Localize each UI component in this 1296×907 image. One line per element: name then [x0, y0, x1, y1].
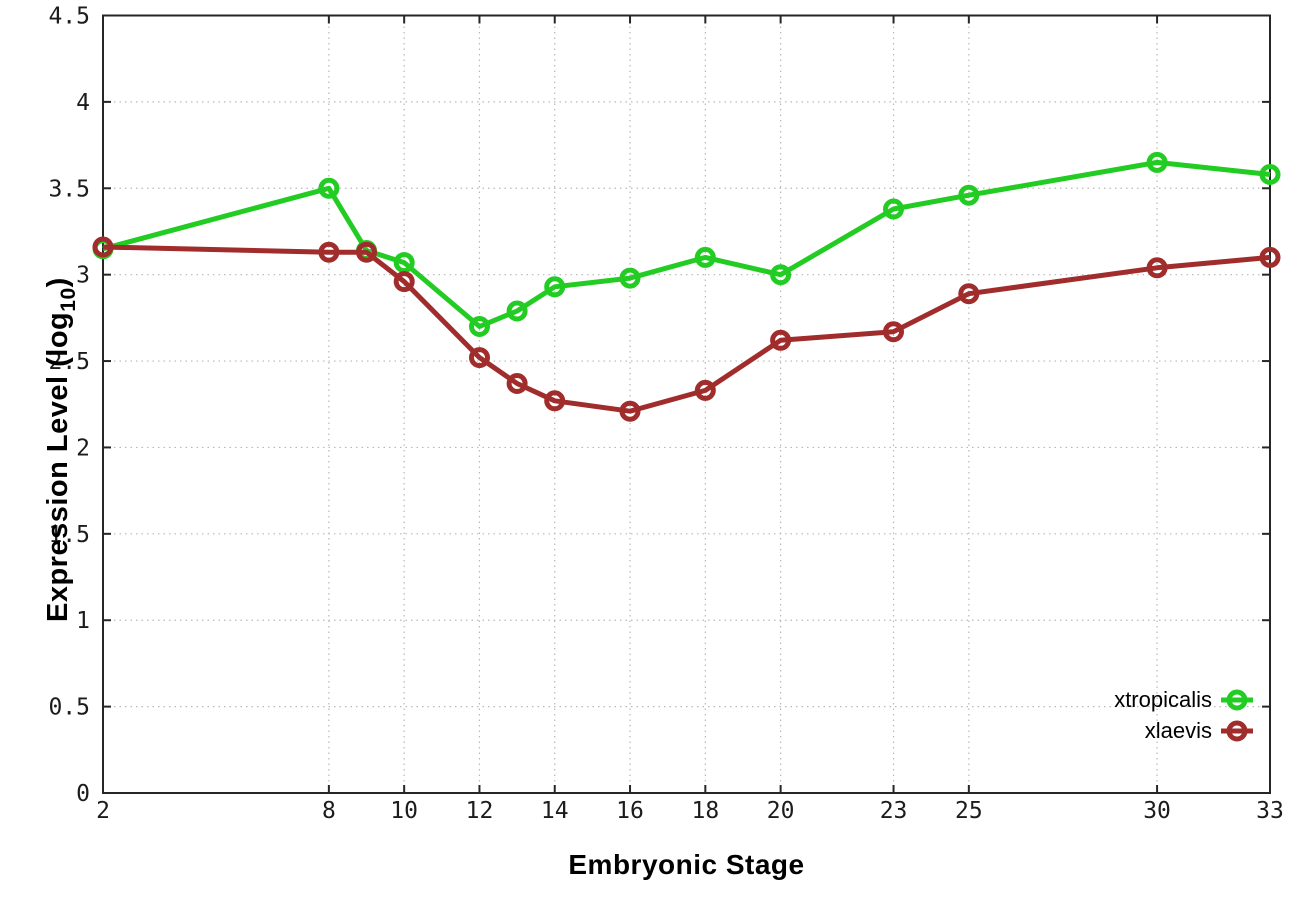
data-point-xlaevis [958, 283, 980, 305]
data-point-xlaevis [883, 321, 904, 343]
x-tick-label: 30 [1143, 798, 1171, 824]
x-tick-label: 33 [1256, 798, 1284, 824]
y-tick-label: 2 [76, 435, 90, 461]
x-axis-title: Embryonic Stage [568, 849, 805, 880]
y-axis-title-subscript: 10 [57, 287, 80, 312]
data-point-xtropicalis [1146, 151, 1168, 173]
legend-label-xtropicalis: xtropicalis [1114, 687, 1212, 712]
data-point-xtropicalis [694, 246, 716, 268]
data-point-xtropicalis [958, 184, 980, 206]
data-point-xlaevis [694, 379, 716, 401]
x-tick-label: 8 [322, 798, 336, 824]
series-line-xlaevis [102, 244, 1271, 414]
y-tick-label: 1.5 [48, 522, 90, 548]
data-point-xlaevis [356, 241, 377, 263]
legend-marker-xlaevis [1226, 720, 1248, 742]
legend-marker-xtropicalis [1226, 689, 1248, 711]
data-point-xlaevis [1259, 246, 1281, 268]
x-tick-label: 23 [880, 798, 908, 824]
y-tick-label: 4.5 [48, 4, 90, 30]
y-axis-title: Expression Level (log10) [42, 277, 81, 622]
data-point-xlaevis [544, 390, 566, 412]
data-point-xlaevis [770, 329, 792, 351]
data-point-xtropicalis [544, 276, 566, 298]
data-point-xlaevis [393, 271, 415, 293]
y-tick-label: 0.5 [48, 695, 90, 721]
y-tick-label: 0 [76, 781, 90, 807]
y-tick-label: 4 [76, 90, 90, 116]
x-tick-label: 16 [616, 798, 644, 824]
y-axis-title-main: Expression Level (log [42, 311, 74, 622]
y-axis-title-suffix: ) [42, 277, 74, 288]
x-tick-label: 25 [955, 798, 983, 824]
data-point-xlaevis [619, 400, 641, 422]
data-point-xtropicalis [318, 177, 340, 199]
data-point-xlaevis [92, 236, 114, 258]
data-point-xtropicalis [506, 300, 528, 322]
x-tick-label: 20 [767, 798, 795, 824]
y-tick-label: 1 [76, 608, 90, 634]
data-point-xlaevis [506, 373, 528, 394]
data-point-xlaevis [318, 241, 340, 263]
plot-border [102, 14, 1271, 794]
series-line-xtropicalis [102, 159, 1271, 329]
data-point-xtropicalis [393, 252, 415, 274]
data-point-xlaevis [1146, 257, 1168, 279]
y-tick-label: 3 [76, 263, 90, 289]
x-tick-label: 18 [691, 798, 719, 824]
y-tick-label: 3.5 [48, 176, 90, 202]
data-point-xtropicalis [1259, 164, 1281, 185]
data-point-xtropicalis [469, 316, 490, 337]
x-tick-label: 2 [96, 798, 110, 824]
x-tick-label: 10 [390, 798, 418, 824]
x-tick-label: 12 [466, 798, 494, 824]
legend-label-xlaevis: xlaevis [1145, 718, 1212, 743]
y-tick-label: 2.5 [48, 349, 90, 375]
data-point-xtropicalis [619, 267, 641, 289]
data-point-xtropicalis [883, 198, 904, 220]
data-point-xlaevis [469, 347, 490, 369]
data-point-xtropicalis [770, 264, 792, 286]
x-tick-label: 14 [541, 798, 569, 824]
